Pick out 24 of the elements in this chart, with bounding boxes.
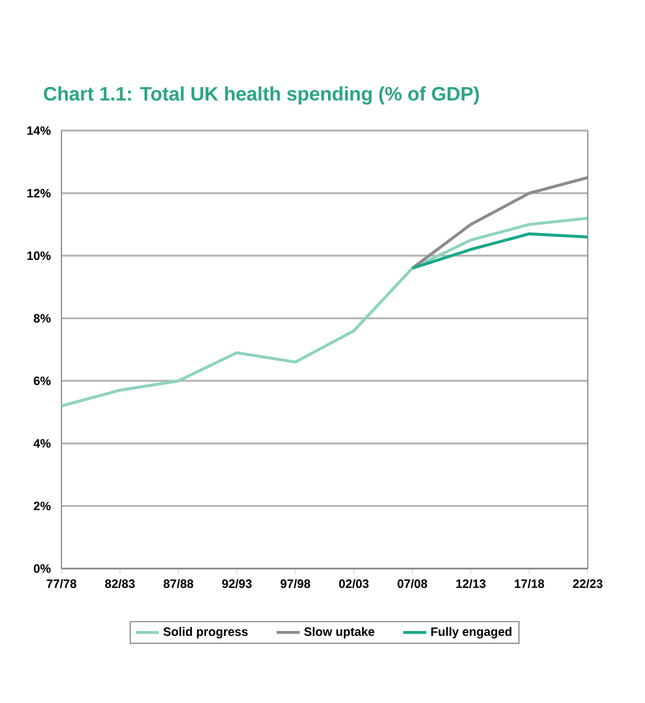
y-tick-label: 8% [34, 314, 50, 323]
legend-label: Slow uptake [304, 627, 374, 638]
y-tick-label: 0% [34, 564, 50, 573]
y-tick-label: 4% [33, 439, 50, 448]
y-tick-label: 6% [34, 376, 50, 386]
y-tick-label: 12% [27, 188, 50, 198]
y-tick-label: 10% [27, 251, 50, 260]
x-tick-label: 17/18 [514, 579, 544, 588]
x-tick-label: 12/13 [456, 579, 486, 588]
x-tick-label: 07/08 [397, 579, 427, 588]
chart-title: Chart 1.1: Total UK health spending (% of GDP) [44, 86, 479, 105]
x-tick-label: 82/83 [104, 579, 135, 588]
x-tick-label: 77/78 [46, 579, 76, 588]
x-tick-label: 02/03 [338, 579, 368, 588]
x-tick-label: 87/88 [163, 579, 194, 588]
line-series [60, 216, 590, 408]
line-series [410, 232, 590, 270]
legend-label: Solid progress [163, 627, 248, 638]
x-tick-label: 22/23 [572, 579, 602, 588]
x-tick-label: 97/98 [280, 579, 310, 588]
legend-label: Fully engaged [431, 627, 512, 638]
y-tick-label: 14% [27, 126, 50, 135]
y-tick-label: 2% [34, 502, 50, 510]
x-tick-label: 92/93 [222, 579, 252, 588]
